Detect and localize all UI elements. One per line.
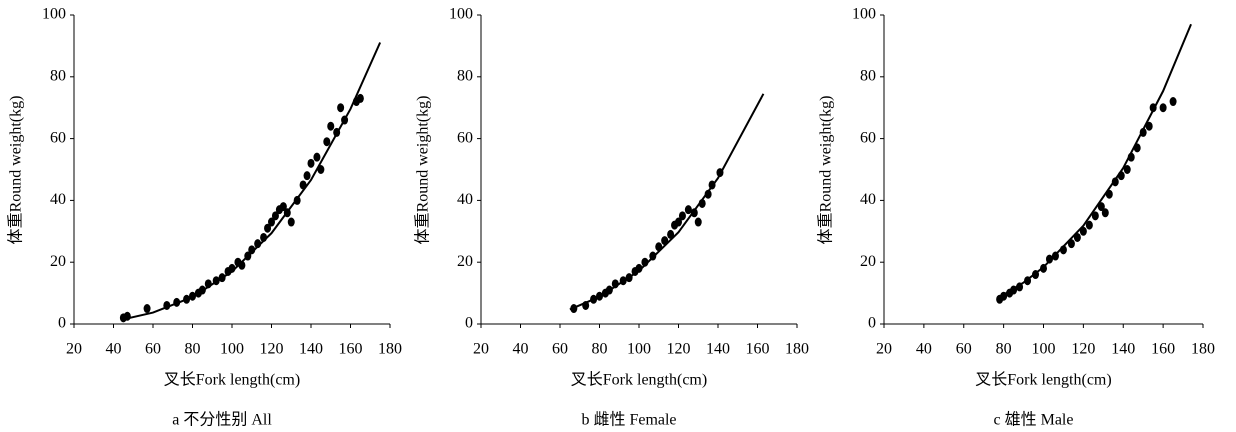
- x-tick-label: 20: [876, 341, 892, 358]
- data-point: [307, 158, 315, 168]
- data-point: [635, 263, 643, 273]
- x-tick-label: 120: [667, 341, 691, 358]
- x-tick-label: 180: [1191, 341, 1215, 358]
- data-point: [1101, 208, 1109, 218]
- data-point: [287, 217, 295, 227]
- data-point: [293, 195, 301, 205]
- y-tick-label: 20: [50, 253, 66, 270]
- data-point: [1159, 103, 1167, 113]
- y-axis-label: 体重Round weight(kg): [817, 96, 835, 245]
- x-tick-label: 140: [706, 341, 730, 358]
- data-point: [1145, 121, 1153, 131]
- y-tick-label: 20: [457, 253, 473, 270]
- x-tick-label: 160: [746, 341, 770, 358]
- x-tick-label: 180: [785, 341, 809, 358]
- data-point: [1085, 220, 1093, 230]
- data-point: [337, 103, 345, 113]
- data-point: [323, 137, 331, 147]
- y-tick-label: 40: [50, 191, 66, 208]
- y-tick-label: 0: [868, 315, 876, 332]
- fit-curve: [123, 42, 382, 321]
- fit-curve: [999, 23, 1192, 298]
- x-tick-label: 20: [66, 341, 82, 358]
- x-tick-label: 160: [339, 341, 363, 358]
- data-point: [684, 205, 692, 215]
- data-point: [264, 223, 272, 233]
- y-tick-label: 0: [58, 315, 66, 332]
- y-tick-label: 60: [50, 129, 66, 146]
- y-tick-label: 0: [465, 315, 473, 332]
- y-tick-label: 100: [852, 6, 876, 23]
- data-point: [690, 208, 698, 218]
- x-axis-label: 叉长Fork length(cm): [164, 371, 300, 389]
- data-point: [143, 304, 151, 314]
- data-point: [1111, 177, 1119, 187]
- y-tick-label: 20: [860, 253, 876, 270]
- x-tick-label: 120: [260, 341, 284, 358]
- x-axis-label: 叉长Fork length(cm): [975, 371, 1111, 389]
- data-point: [313, 152, 321, 162]
- x-tick-label: 100: [1032, 341, 1056, 358]
- x-tick-label: 60: [145, 341, 161, 358]
- data-point: [704, 189, 712, 199]
- data-point: [1169, 97, 1177, 107]
- x-tick-label: 80: [592, 341, 608, 358]
- x-tick-label: 160: [1151, 341, 1175, 358]
- data-point: [1073, 232, 1081, 242]
- x-tick-label: 60: [552, 341, 568, 358]
- data-point: [675, 217, 682, 227]
- x-tick-label: 120: [1071, 341, 1095, 358]
- x-tick-label: 80: [185, 341, 201, 358]
- x-tick-label: 100: [627, 341, 651, 358]
- data-point: [271, 211, 279, 221]
- x-tick-label: 20: [473, 341, 489, 358]
- x-tick-label: 40: [916, 341, 932, 358]
- data-point: [667, 229, 675, 239]
- y-tick-label: 100: [42, 6, 66, 23]
- chart-caption: b 雌性 Female: [581, 411, 676, 429]
- y-tick-label: 80: [457, 67, 473, 84]
- data-point: [303, 171, 311, 181]
- chart-caption: a 不分性别 All: [172, 411, 272, 429]
- x-tick-label: 40: [106, 341, 122, 358]
- y-axis-label: 体重Round weight(kg): [414, 96, 432, 245]
- data-point: [356, 93, 364, 103]
- data-point: [248, 245, 256, 255]
- data-point: [268, 217, 275, 227]
- y-tick-label: 80: [860, 67, 876, 84]
- y-tick-label: 60: [457, 129, 473, 146]
- x-tick-label: 140: [1111, 341, 1135, 358]
- y-tick-label: 60: [860, 129, 876, 146]
- x-tick-label: 140: [299, 341, 323, 358]
- data-point: [327, 121, 335, 131]
- y-tick-label: 100: [449, 6, 473, 23]
- data-point: [1123, 165, 1131, 174]
- data-point: [678, 211, 686, 221]
- data-point: [1091, 211, 1099, 221]
- data-point: [1097, 202, 1105, 212]
- data-point: [694, 217, 702, 227]
- data-point: [1079, 226, 1087, 236]
- chart-caption: c 雄性 Male: [994, 411, 1074, 429]
- x-tick-label: 80: [996, 341, 1012, 358]
- y-axis-label: 体重Round weight(kg): [7, 96, 25, 245]
- x-tick-label: 40: [513, 341, 529, 358]
- x-tick-label: 60: [956, 341, 972, 358]
- y-tick-label: 40: [860, 191, 876, 208]
- x-tick-label: 180: [378, 341, 402, 358]
- x-tick-label: 100: [220, 341, 244, 358]
- fit-curve: [569, 93, 765, 311]
- data-point: [279, 202, 287, 212]
- y-tick-label: 80: [50, 67, 66, 84]
- x-axis-label: 叉长Fork length(cm): [571, 371, 707, 389]
- y-tick-label: 40: [457, 191, 473, 208]
